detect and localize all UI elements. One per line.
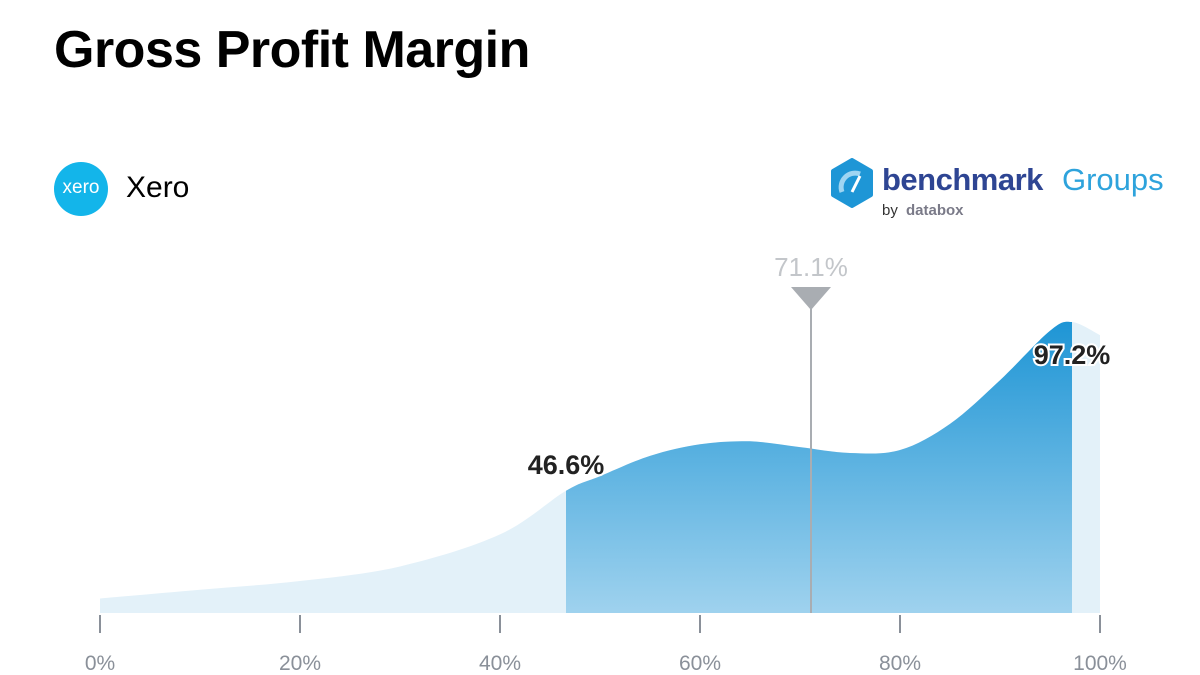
x-tick-label: 20% [279,652,321,675]
x-tick-label: 40% [479,652,521,675]
xero-logo-text: xero [62,177,100,198]
brand-databox: databox [906,202,964,219]
x-axis: 0% 20% 40% 60% 80% 100% [85,615,1127,675]
brand-groups: Groups [1062,162,1164,197]
marker-triangle-icon [791,287,831,310]
page-title: Gross Profit Margin [54,21,530,79]
marker-label: 71.1% [774,252,848,282]
highlight-range-area [566,321,1072,613]
brand-benchmark: benchmark [882,162,1043,197]
x-tick-label: 100% [1073,652,1127,675]
x-tick-label: 80% [879,652,921,675]
company-name: Xero [126,171,190,204]
x-tick-label: 0% [85,652,115,675]
benchmark-hexagon-icon [831,158,873,208]
x-tick-label: 60% [679,652,721,675]
range-low-label: 46.6% [528,450,605,480]
brand-by: by [882,202,898,219]
xero-logo [54,162,108,216]
range-high-label: 97.2% [1034,340,1111,370]
